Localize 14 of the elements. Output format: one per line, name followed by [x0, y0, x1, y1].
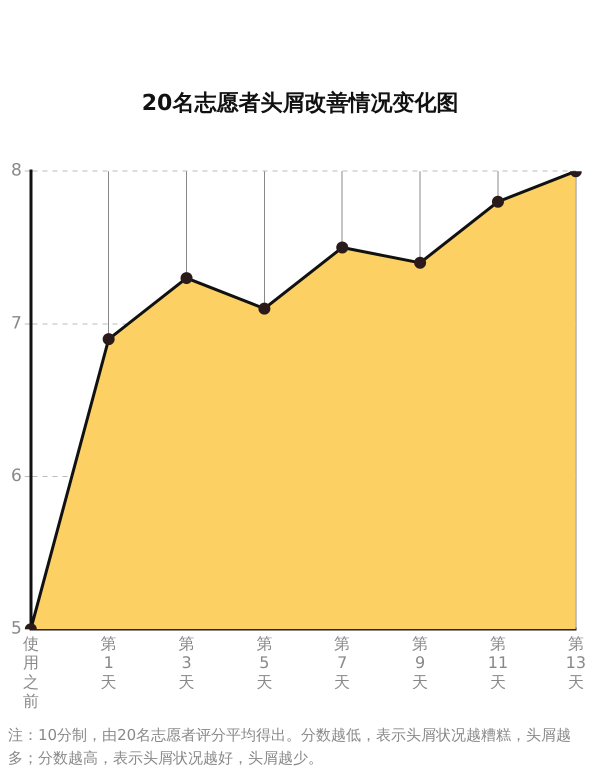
- text: 注：10分制，由20名志愿者评分平均得出。分数越低，表示头屑状况越糟糕，头屑越多；分数越高，表示头屑状况越好，头屑越少。: [8, 725, 572, 768]
- y-tick-label: 5: [10, 618, 22, 639]
- x-tick-label: 第1天: [100, 634, 117, 692]
- y-tick-label: 8: [10, 160, 22, 181]
- y-tick-label: 7: [10, 313, 22, 334]
- x-tick-label: 第9天: [412, 634, 428, 692]
- x-tick-label: 第7天: [334, 634, 350, 692]
- x-tick-label: 第5天: [256, 634, 272, 692]
- y-tick-label: 6: [10, 466, 22, 486]
- x-tick-label: 第13天: [566, 634, 586, 692]
- x-tick-label: 使用之前: [22, 634, 39, 711]
- x-tick-label: 第3天: [178, 634, 195, 692]
- chart-title: 20名志愿者头屑改善情况变化图: [140, 90, 460, 118]
- x-tick-label: 第11天: [488, 634, 508, 692]
